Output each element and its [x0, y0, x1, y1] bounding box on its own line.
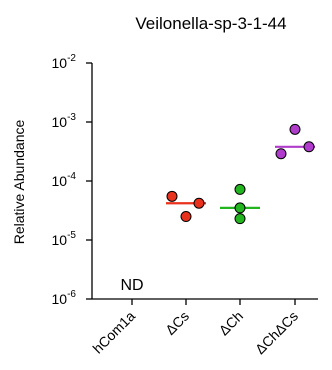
- y-tick-exponent: -5: [67, 230, 76, 241]
- data-point: [303, 141, 315, 153]
- data-point: [275, 148, 287, 160]
- y-tick-label: 10-4: [52, 171, 77, 189]
- y-tick-exponent: -3: [67, 112, 76, 123]
- y-tick-base: 10: [52, 291, 68, 307]
- data-point: [180, 211, 192, 223]
- data-point: [289, 123, 301, 135]
- data-point: [234, 202, 246, 214]
- data-marks: ND: [120, 123, 315, 294]
- y-tick-label: 10-5: [52, 230, 77, 248]
- y-tick-exponent: -2: [67, 53, 76, 64]
- x-ticks: hCom1a ΔCs ΔCh ΔChΔCs: [89, 299, 301, 357]
- data-point: [234, 183, 246, 195]
- y-ticks: 10-210-310-410-510-6: [52, 53, 92, 307]
- y-tick-label: 10-6: [52, 289, 77, 307]
- y-tick-base: 10: [52, 55, 68, 71]
- data-point: [234, 213, 246, 225]
- y-tick-base: 10: [52, 173, 68, 189]
- x-tick-label: ΔCh: [216, 308, 247, 339]
- x-tick-label: ΔCs: [162, 308, 192, 338]
- not-detected-label: ND: [120, 277, 143, 294]
- chart-title: Veilonella-sp-3-1-44: [135, 14, 286, 33]
- y-axis-label: Relative Abundance: [11, 120, 27, 245]
- y-tick-label: 10-3: [52, 112, 77, 130]
- x-tick-label: hCom1a: [89, 308, 138, 357]
- y-tick-exponent: -6: [67, 289, 76, 300]
- y-tick-exponent: -4: [67, 171, 76, 182]
- y-tick-base: 10: [52, 114, 68, 130]
- y-tick-base: 10: [52, 232, 68, 248]
- y-tick-label: 10-2: [52, 53, 77, 71]
- data-point: [193, 197, 205, 209]
- data-point: [166, 190, 178, 202]
- x-tick-label: ΔChΔCs: [252, 308, 301, 357]
